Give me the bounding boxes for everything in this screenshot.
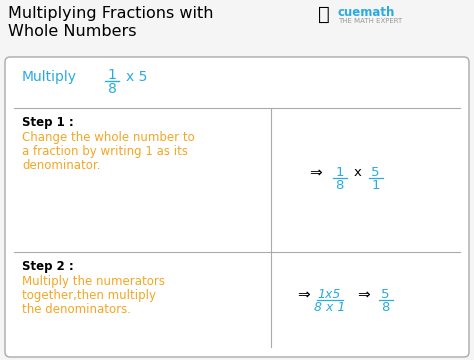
Text: the denominators.: the denominators. <box>22 303 131 316</box>
Text: Change the whole number to: Change the whole number to <box>22 131 195 144</box>
Text: 1x5: 1x5 <box>318 288 341 301</box>
Text: 🚀: 🚀 <box>318 5 330 24</box>
FancyBboxPatch shape <box>5 57 469 357</box>
Text: Step 2 :: Step 2 : <box>22 260 74 273</box>
Text: 8: 8 <box>382 301 390 314</box>
Text: 5: 5 <box>381 288 390 301</box>
Text: Whole Numbers: Whole Numbers <box>8 24 137 39</box>
Text: ⇒: ⇒ <box>357 288 370 302</box>
Text: ⇒: ⇒ <box>298 288 310 302</box>
Text: 8: 8 <box>108 82 117 96</box>
Text: x 5: x 5 <box>126 70 147 84</box>
Text: 8 x 1: 8 x 1 <box>314 301 345 314</box>
Text: x: x <box>354 166 361 180</box>
Text: THE MATH EXPERT: THE MATH EXPERT <box>338 18 402 24</box>
Text: ⇒: ⇒ <box>310 166 322 180</box>
Text: together,then multiply: together,then multiply <box>22 289 156 302</box>
Text: 5: 5 <box>371 166 380 179</box>
Text: 1: 1 <box>108 68 117 82</box>
Text: Multiply: Multiply <box>22 70 77 84</box>
Text: a fraction by writing 1 as its: a fraction by writing 1 as its <box>22 145 188 158</box>
Text: 1: 1 <box>371 179 380 192</box>
Text: 1: 1 <box>335 166 344 179</box>
Text: cuemath: cuemath <box>338 6 395 19</box>
Text: Multiplying Fractions with: Multiplying Fractions with <box>8 6 213 21</box>
Text: 8: 8 <box>335 179 344 192</box>
Text: denominator.: denominator. <box>22 159 100 172</box>
Text: Step 1 :: Step 1 : <box>22 116 74 129</box>
Text: Multiply the numerators: Multiply the numerators <box>22 275 165 288</box>
